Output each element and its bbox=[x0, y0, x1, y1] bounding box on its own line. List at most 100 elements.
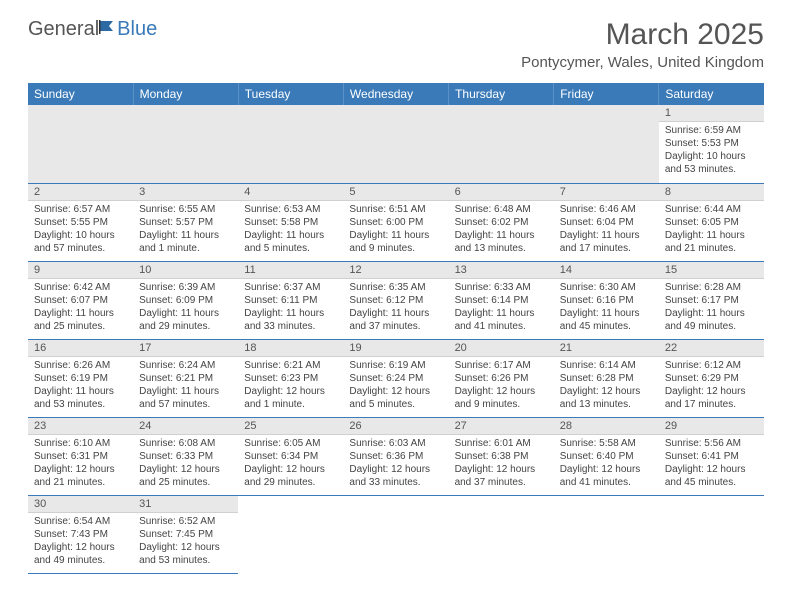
sunrise-text: Sunrise: 6:42 AM bbox=[34, 281, 127, 294]
day-number: 31 bbox=[133, 496, 238, 513]
day-content: Sunrise: 6:01 AMSunset: 6:38 PMDaylight:… bbox=[449, 435, 554, 491]
day-number: 26 bbox=[343, 418, 448, 435]
weekday-header: Thursday bbox=[449, 83, 554, 105]
sunrise-text: Sunrise: 6:10 AM bbox=[34, 437, 127, 450]
calendar-week-row: 9Sunrise: 6:42 AMSunset: 6:07 PMDaylight… bbox=[28, 261, 764, 339]
sunset-text: Sunset: 6:16 PM bbox=[560, 294, 653, 307]
daylight-text: Daylight: 12 hours and 45 minutes. bbox=[665, 463, 758, 489]
calendar-day-cell: 11Sunrise: 6:37 AMSunset: 6:11 PMDayligh… bbox=[238, 261, 343, 339]
daylight-text: Daylight: 12 hours and 17 minutes. bbox=[665, 385, 758, 411]
sunrise-text: Sunrise: 5:56 AM bbox=[665, 437, 758, 450]
calendar-day-cell bbox=[554, 105, 659, 183]
day-number: 30 bbox=[28, 496, 133, 513]
calendar-day-cell: 23Sunrise: 6:10 AMSunset: 6:31 PMDayligh… bbox=[28, 417, 133, 495]
sunrise-text: Sunrise: 6:01 AM bbox=[455, 437, 548, 450]
day-content: Sunrise: 6:12 AMSunset: 6:29 PMDaylight:… bbox=[659, 357, 764, 413]
day-number: 2 bbox=[28, 184, 133, 201]
day-number: 5 bbox=[343, 184, 448, 201]
sunrise-text: Sunrise: 6:24 AM bbox=[139, 359, 232, 372]
day-content: Sunrise: 6:39 AMSunset: 6:09 PMDaylight:… bbox=[133, 279, 238, 335]
calendar-body: 1Sunrise: 6:59 AMSunset: 5:53 PMDaylight… bbox=[28, 105, 764, 573]
day-content: Sunrise: 6:03 AMSunset: 6:36 PMDaylight:… bbox=[343, 435, 448, 491]
day-number: 27 bbox=[449, 418, 554, 435]
daylight-text: Daylight: 11 hours and 53 minutes. bbox=[34, 385, 127, 411]
daylight-text: Daylight: 12 hours and 33 minutes. bbox=[349, 463, 442, 489]
calendar-day-cell bbox=[238, 495, 343, 573]
day-number: 3 bbox=[133, 184, 238, 201]
weekday-header: Friday bbox=[554, 83, 659, 105]
day-number: 19 bbox=[343, 340, 448, 357]
calendar-day-cell: 16Sunrise: 6:26 AMSunset: 6:19 PMDayligh… bbox=[28, 339, 133, 417]
sunrise-text: Sunrise: 6:33 AM bbox=[455, 281, 548, 294]
daylight-text: Daylight: 12 hours and 5 minutes. bbox=[349, 385, 442, 411]
daylight-text: Daylight: 12 hours and 41 minutes. bbox=[560, 463, 653, 489]
day-number: 12 bbox=[343, 262, 448, 279]
calendar-day-cell: 13Sunrise: 6:33 AMSunset: 6:14 PMDayligh… bbox=[449, 261, 554, 339]
calendar-day-cell bbox=[343, 495, 448, 573]
day-number: 20 bbox=[449, 340, 554, 357]
day-content: Sunrise: 6:26 AMSunset: 6:19 PMDaylight:… bbox=[28, 357, 133, 413]
sunset-text: Sunset: 6:31 PM bbox=[34, 450, 127, 463]
calendar-day-cell: 10Sunrise: 6:39 AMSunset: 6:09 PMDayligh… bbox=[133, 261, 238, 339]
sunset-text: Sunset: 6:40 PM bbox=[560, 450, 653, 463]
daylight-text: Daylight: 11 hours and 1 minute. bbox=[139, 229, 232, 255]
calendar-day-cell: 2Sunrise: 6:57 AMSunset: 5:55 PMDaylight… bbox=[28, 183, 133, 261]
calendar-day-cell bbox=[449, 495, 554, 573]
sunset-text: Sunset: 6:41 PM bbox=[665, 450, 758, 463]
calendar-day-cell: 21Sunrise: 6:14 AMSunset: 6:28 PMDayligh… bbox=[554, 339, 659, 417]
sunset-text: Sunset: 5:55 PM bbox=[34, 216, 127, 229]
daylight-text: Daylight: 11 hours and 29 minutes. bbox=[139, 307, 232, 333]
location: Pontycymer, Wales, United Kingdom bbox=[521, 54, 764, 71]
daylight-text: Daylight: 11 hours and 49 minutes. bbox=[665, 307, 758, 333]
sunrise-text: Sunrise: 6:05 AM bbox=[244, 437, 337, 450]
day-number: 25 bbox=[238, 418, 343, 435]
header: General Blue March 2025 Pontycymer, Wale… bbox=[28, 18, 764, 75]
sunset-text: Sunset: 6:04 PM bbox=[560, 216, 653, 229]
day-content: Sunrise: 6:59 AMSunset: 5:53 PMDaylight:… bbox=[659, 122, 764, 178]
sunset-text: Sunset: 7:45 PM bbox=[139, 528, 232, 541]
day-number: 15 bbox=[659, 262, 764, 279]
day-content: Sunrise: 6:14 AMSunset: 6:28 PMDaylight:… bbox=[554, 357, 659, 413]
sunrise-text: Sunrise: 6:57 AM bbox=[34, 203, 127, 216]
sunrise-text: Sunrise: 6:28 AM bbox=[665, 281, 758, 294]
day-content: Sunrise: 6:24 AMSunset: 6:21 PMDaylight:… bbox=[133, 357, 238, 413]
calendar-day-cell bbox=[28, 105, 133, 183]
daylight-text: Daylight: 12 hours and 49 minutes. bbox=[34, 541, 127, 567]
daylight-text: Daylight: 11 hours and 25 minutes. bbox=[34, 307, 127, 333]
sunrise-text: Sunrise: 6:17 AM bbox=[455, 359, 548, 372]
daylight-text: Daylight: 12 hours and 13 minutes. bbox=[560, 385, 653, 411]
sunrise-text: Sunrise: 6:53 AM bbox=[244, 203, 337, 216]
weekday-header: Monday bbox=[133, 83, 238, 105]
calendar-day-cell: 17Sunrise: 6:24 AMSunset: 6:21 PMDayligh… bbox=[133, 339, 238, 417]
sunset-text: Sunset: 6:21 PM bbox=[139, 372, 232, 385]
calendar-table: Sunday Monday Tuesday Wednesday Thursday… bbox=[28, 83, 764, 574]
day-number: 18 bbox=[238, 340, 343, 357]
day-content: Sunrise: 6:05 AMSunset: 6:34 PMDaylight:… bbox=[238, 435, 343, 491]
calendar-day-cell: 18Sunrise: 6:21 AMSunset: 6:23 PMDayligh… bbox=[238, 339, 343, 417]
logo: General Blue bbox=[28, 18, 157, 41]
sunrise-text: Sunrise: 6:21 AM bbox=[244, 359, 337, 372]
sunrise-text: Sunrise: 6:55 AM bbox=[139, 203, 232, 216]
calendar-day-cell: 24Sunrise: 6:08 AMSunset: 6:33 PMDayligh… bbox=[133, 417, 238, 495]
daylight-text: Daylight: 11 hours and 9 minutes. bbox=[349, 229, 442, 255]
sunset-text: Sunset: 6:11 PM bbox=[244, 294, 337, 307]
day-number: 7 bbox=[554, 184, 659, 201]
month-title: March 2025 bbox=[521, 18, 764, 52]
day-content: Sunrise: 6:08 AMSunset: 6:33 PMDaylight:… bbox=[133, 435, 238, 491]
day-content: Sunrise: 6:51 AMSunset: 6:00 PMDaylight:… bbox=[343, 201, 448, 257]
calendar-day-cell: 7Sunrise: 6:46 AMSunset: 6:04 PMDaylight… bbox=[554, 183, 659, 261]
daylight-text: Daylight: 12 hours and 53 minutes. bbox=[139, 541, 232, 567]
calendar-week-row: 1Sunrise: 6:59 AMSunset: 5:53 PMDaylight… bbox=[28, 105, 764, 183]
calendar-day-cell: 14Sunrise: 6:30 AMSunset: 6:16 PMDayligh… bbox=[554, 261, 659, 339]
calendar-day-cell: 25Sunrise: 6:05 AMSunset: 6:34 PMDayligh… bbox=[238, 417, 343, 495]
weekday-header: Wednesday bbox=[343, 83, 448, 105]
day-content: Sunrise: 6:30 AMSunset: 6:16 PMDaylight:… bbox=[554, 279, 659, 335]
sunrise-text: Sunrise: 6:35 AM bbox=[349, 281, 442, 294]
daylight-text: Daylight: 11 hours and 5 minutes. bbox=[244, 229, 337, 255]
sunset-text: Sunset: 6:00 PM bbox=[349, 216, 442, 229]
calendar-day-cell: 29Sunrise: 5:56 AMSunset: 6:41 PMDayligh… bbox=[659, 417, 764, 495]
day-content: Sunrise: 6:10 AMSunset: 6:31 PMDaylight:… bbox=[28, 435, 133, 491]
day-content: Sunrise: 6:53 AMSunset: 5:58 PMDaylight:… bbox=[238, 201, 343, 257]
calendar-day-cell bbox=[659, 495, 764, 573]
day-number: 14 bbox=[554, 262, 659, 279]
